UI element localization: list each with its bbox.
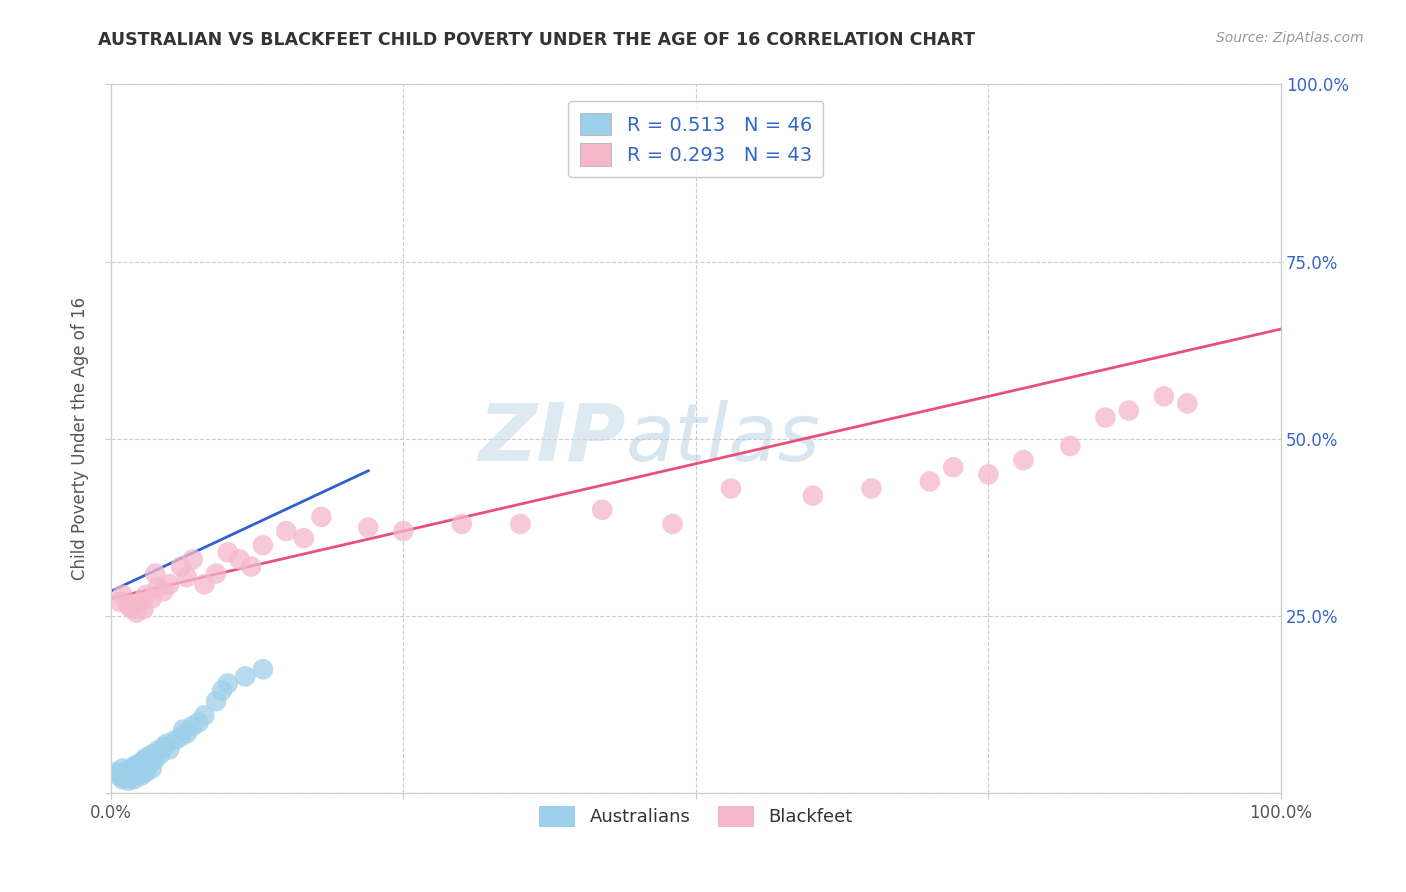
Point <box>977 467 1000 482</box>
Text: Source: ZipAtlas.com: Source: ZipAtlas.com <box>1216 31 1364 45</box>
Point <box>661 516 683 531</box>
Point <box>111 772 134 787</box>
Point <box>252 538 274 552</box>
Point <box>129 762 152 776</box>
Text: atlas: atlas <box>626 400 821 478</box>
Point <box>156 737 179 751</box>
Point <box>132 764 155 778</box>
Point <box>122 772 145 787</box>
Point <box>143 752 166 766</box>
Point <box>141 591 163 606</box>
Point <box>111 762 134 776</box>
Point <box>152 740 174 755</box>
Point <box>252 662 274 676</box>
Point <box>176 726 198 740</box>
Point <box>509 516 531 531</box>
Point <box>357 520 380 534</box>
Point <box>228 552 250 566</box>
Point <box>233 669 256 683</box>
Point <box>121 769 143 783</box>
Point <box>108 769 131 783</box>
Point <box>125 758 148 772</box>
Text: ZIP: ZIP <box>478 400 626 478</box>
Point <box>187 715 209 730</box>
Point <box>276 524 298 538</box>
Y-axis label: Child Poverty Under the Age of 16: Child Poverty Under the Age of 16 <box>72 297 89 581</box>
Point <box>292 531 315 545</box>
Point <box>170 730 193 744</box>
Point <box>860 482 883 496</box>
Point <box>205 694 228 708</box>
Point <box>1012 453 1035 467</box>
Point <box>1118 403 1140 417</box>
Point <box>801 489 824 503</box>
Point <box>149 747 172 762</box>
Point <box>146 744 169 758</box>
Point <box>172 723 194 737</box>
Point <box>135 765 157 780</box>
Point <box>240 559 263 574</box>
Point <box>1094 410 1116 425</box>
Point <box>141 762 163 776</box>
Point <box>121 762 143 776</box>
Point <box>105 765 128 780</box>
Point <box>181 719 204 733</box>
Point <box>129 769 152 783</box>
Point <box>1153 389 1175 403</box>
Point <box>131 755 153 769</box>
Point <box>217 676 239 690</box>
Point <box>181 552 204 566</box>
Point <box>942 460 965 475</box>
Point <box>170 559 193 574</box>
Point <box>143 566 166 581</box>
Point <box>311 509 333 524</box>
Point <box>157 577 180 591</box>
Point <box>146 581 169 595</box>
Point <box>450 516 472 531</box>
Point <box>125 765 148 780</box>
Point <box>121 602 143 616</box>
Point <box>193 708 215 723</box>
Text: AUSTRALIAN VS BLACKFEET CHILD POVERTY UNDER THE AGE OF 16 CORRELATION CHART: AUSTRALIAN VS BLACKFEET CHILD POVERTY UN… <box>98 31 976 49</box>
Point <box>1175 396 1198 410</box>
Point <box>176 570 198 584</box>
Point <box>141 747 163 762</box>
Point <box>132 602 155 616</box>
Point <box>114 769 136 783</box>
Point <box>111 588 134 602</box>
Point <box>138 756 160 771</box>
Point <box>117 773 139 788</box>
Legend: Australians, Blackfeet: Australians, Blackfeet <box>531 798 859 834</box>
Point <box>157 742 180 756</box>
Point <box>128 766 150 780</box>
Point <box>118 764 141 778</box>
Point <box>129 595 152 609</box>
Point <box>918 475 941 489</box>
Point <box>152 584 174 599</box>
Point <box>135 588 157 602</box>
Point <box>125 606 148 620</box>
Point <box>115 771 138 785</box>
Point <box>392 524 415 538</box>
Point <box>117 599 139 613</box>
Point <box>1059 439 1081 453</box>
Point <box>217 545 239 559</box>
Point <box>591 503 613 517</box>
Point <box>108 766 131 780</box>
Point <box>117 766 139 780</box>
Point <box>205 566 228 581</box>
Point <box>193 577 215 591</box>
Point <box>211 683 233 698</box>
Point <box>122 759 145 773</box>
Point <box>108 595 131 609</box>
Point <box>136 759 159 773</box>
Point <box>135 751 157 765</box>
Point <box>720 482 742 496</box>
Point <box>165 733 187 747</box>
Point <box>115 765 138 780</box>
